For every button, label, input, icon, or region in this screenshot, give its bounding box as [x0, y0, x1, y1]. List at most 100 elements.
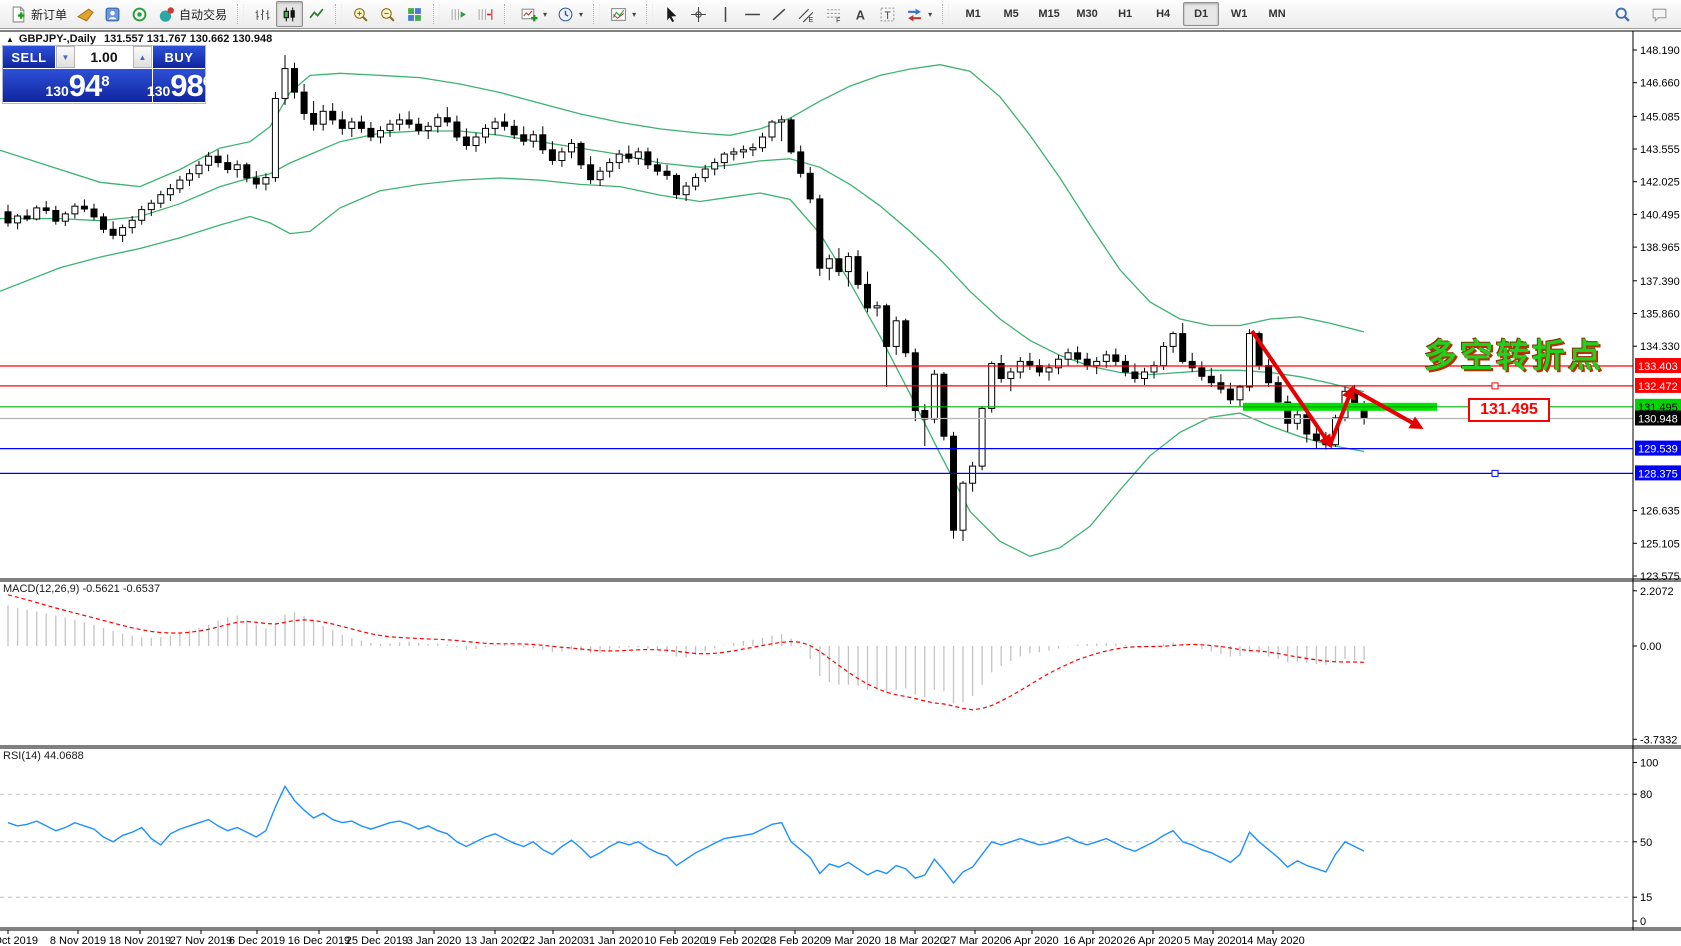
candle	[80, 205, 88, 210]
toolbar-group-standard: 新订单 自动交易	[2, 1, 235, 27]
new-chart-button[interactable]: ▾	[516, 1, 552, 27]
candle	[205, 155, 213, 166]
crosshair-button[interactable]	[685, 1, 712, 27]
toolbar-group-chart-type	[246, 1, 333, 27]
cursor-button[interactable]	[658, 1, 685, 27]
svg-text:146.660: 146.660	[1640, 78, 1680, 90]
candle	[864, 283, 871, 309]
zoom-out-button[interactable]	[374, 1, 401, 27]
svg-text:F: F	[836, 17, 840, 23]
candle	[52, 210, 60, 222]
vertical-line-button[interactable]	[712, 1, 739, 27]
cursor-icon	[667, 6, 677, 22]
candle	[663, 170, 671, 176]
timeframe-button-d1[interactable]: D1	[1183, 2, 1220, 26]
buy-price[interactable]: 130 98 6	[147, 69, 211, 102]
volume-up-button[interactable]: ▲	[133, 46, 152, 68]
toolbar-separator	[433, 4, 441, 24]
indicators-button[interactable]: ▾	[605, 1, 641, 27]
chart-shift-icon	[478, 8, 493, 20]
candle	[1188, 360, 1196, 369]
candle	[1236, 386, 1244, 401]
text-label-button[interactable]: T	[874, 1, 901, 27]
candle	[510, 125, 518, 136]
timeframe-toolbar: M1 M5 M15 M30 H1 H4 D1 W1 MN	[951, 1, 1299, 27]
bar-chart-button[interactable]	[249, 1, 276, 27]
svg-text:123.575: 123.575	[1640, 571, 1680, 583]
candle	[548, 149, 556, 162]
candle	[930, 373, 938, 420]
candle	[71, 205, 79, 215]
chart-window[interactable]: 133.403 132.472 131.495 130.948 129.539 128.3…	[0, 29, 1681, 946]
sell-price-big: 94	[68, 68, 102, 103]
timeframe-button-h1[interactable]: H1	[1118, 8, 1133, 20]
svg-text:28 Feb 2020: 28 Feb 2020	[764, 935, 826, 946]
market-watch-button[interactable]	[72, 1, 99, 27]
tile-windows-button[interactable]	[401, 1, 428, 27]
candle	[606, 162, 614, 172]
data-window-button[interactable]	[99, 1, 126, 27]
search-button[interactable]	[1609, 1, 1636, 27]
price-tag-annotation[interactable]: 131.495	[1468, 398, 1550, 422]
svg-text:26 Apr 2020: 26 Apr 2020	[1123, 935, 1182, 946]
candle	[482, 127, 489, 138]
trend-arrow	[1250, 329, 1333, 449]
period-dropdown-button[interactable]: ▾	[552, 1, 588, 27]
candlestick-chart-button[interactable]	[276, 1, 304, 27]
volume-input[interactable]	[75, 46, 133, 68]
chat-button[interactable]	[1646, 1, 1673, 27]
svg-text:31 Jan 2020: 31 Jan 2020	[583, 935, 644, 946]
candle	[959, 482, 967, 531]
candle	[730, 151, 738, 155]
timeframe-button-m15[interactable]: M15	[1038, 8, 1060, 20]
timeframe-button-w1[interactable]: W1	[1230, 8, 1248, 20]
candle	[644, 151, 652, 166]
candle	[950, 435, 957, 531]
collapse-arrow-icon[interactable]: ▲	[6, 35, 14, 44]
trendline-button[interactable]	[766, 1, 793, 27]
chart-shift-button[interactable]	[472, 1, 499, 27]
turning-point-annotation[interactable]: 多空转折点	[1424, 337, 1604, 374]
new-order-label: 新订单	[31, 7, 68, 22]
candle	[367, 127, 375, 138]
sell-price[interactable]: 130 94 8	[3, 69, 152, 102]
candle	[844, 256, 852, 273]
svg-text:80: 80	[1640, 789, 1652, 801]
strategy-tester-button[interactable]	[126, 1, 153, 27]
candle	[443, 117, 451, 123]
profile-icon	[105, 7, 120, 21]
buy-button[interactable]: BUY	[153, 46, 205, 68]
ohlc-values: 131.557 131.767 130.662 130.948	[103, 33, 273, 45]
svg-text:A: A	[856, 7, 865, 22]
svg-text:0.00: 0.00	[1640, 641, 1661, 653]
tile-windows-icon	[408, 7, 421, 21]
svg-text:9 Mar 2020: 9 Mar 2020	[825, 935, 881, 946]
sell-button[interactable]: SELL	[3, 46, 55, 68]
timeframe-button-m5[interactable]: M5	[1003, 8, 1019, 20]
equidistant-channel-button[interactable]: E	[793, 1, 820, 27]
timeframe-button-m1[interactable]: M1	[965, 8, 981, 20]
text-button[interactable]: A	[847, 1, 874, 27]
volume-down-button[interactable]: ▼	[56, 46, 75, 68]
new-order-button[interactable]: 新订单	[5, 1, 72, 27]
shapes-button[interactable]: ▾	[901, 1, 937, 27]
timeframe-button-mn[interactable]: MN	[1268, 8, 1286, 20]
zoom-in-button[interactable]	[347, 1, 374, 27]
candle	[61, 213, 69, 222]
gold-wing-icon	[77, 8, 94, 22]
chart-title: ▲ GBPJPY-,Daily 131.557 131.767 130.662 13…	[6, 33, 272, 45]
chart-canvas[interactable]: 133.403 132.472 131.495 130.948 129.539 128.3…	[0, 29, 1681, 946]
timeframe-button-m30[interactable]: M30	[1076, 8, 1098, 20]
candle	[1160, 345, 1168, 367]
line-chart-button[interactable]	[303, 1, 330, 27]
timeframe-button-h4[interactable]: H4	[1156, 8, 1171, 20]
candle	[701, 168, 709, 179]
svg-text:16 Dec 2019: 16 Dec 2019	[288, 935, 350, 946]
auto-scroll-button[interactable]	[445, 1, 472, 27]
auto-trading-button[interactable]: 自动交易	[153, 1, 232, 27]
horizontal-line-button[interactable]	[739, 1, 766, 27]
candle	[911, 352, 919, 411]
fibonacci-button[interactable]: F	[820, 1, 847, 27]
candle	[1007, 371, 1015, 379]
candle	[902, 320, 910, 354]
